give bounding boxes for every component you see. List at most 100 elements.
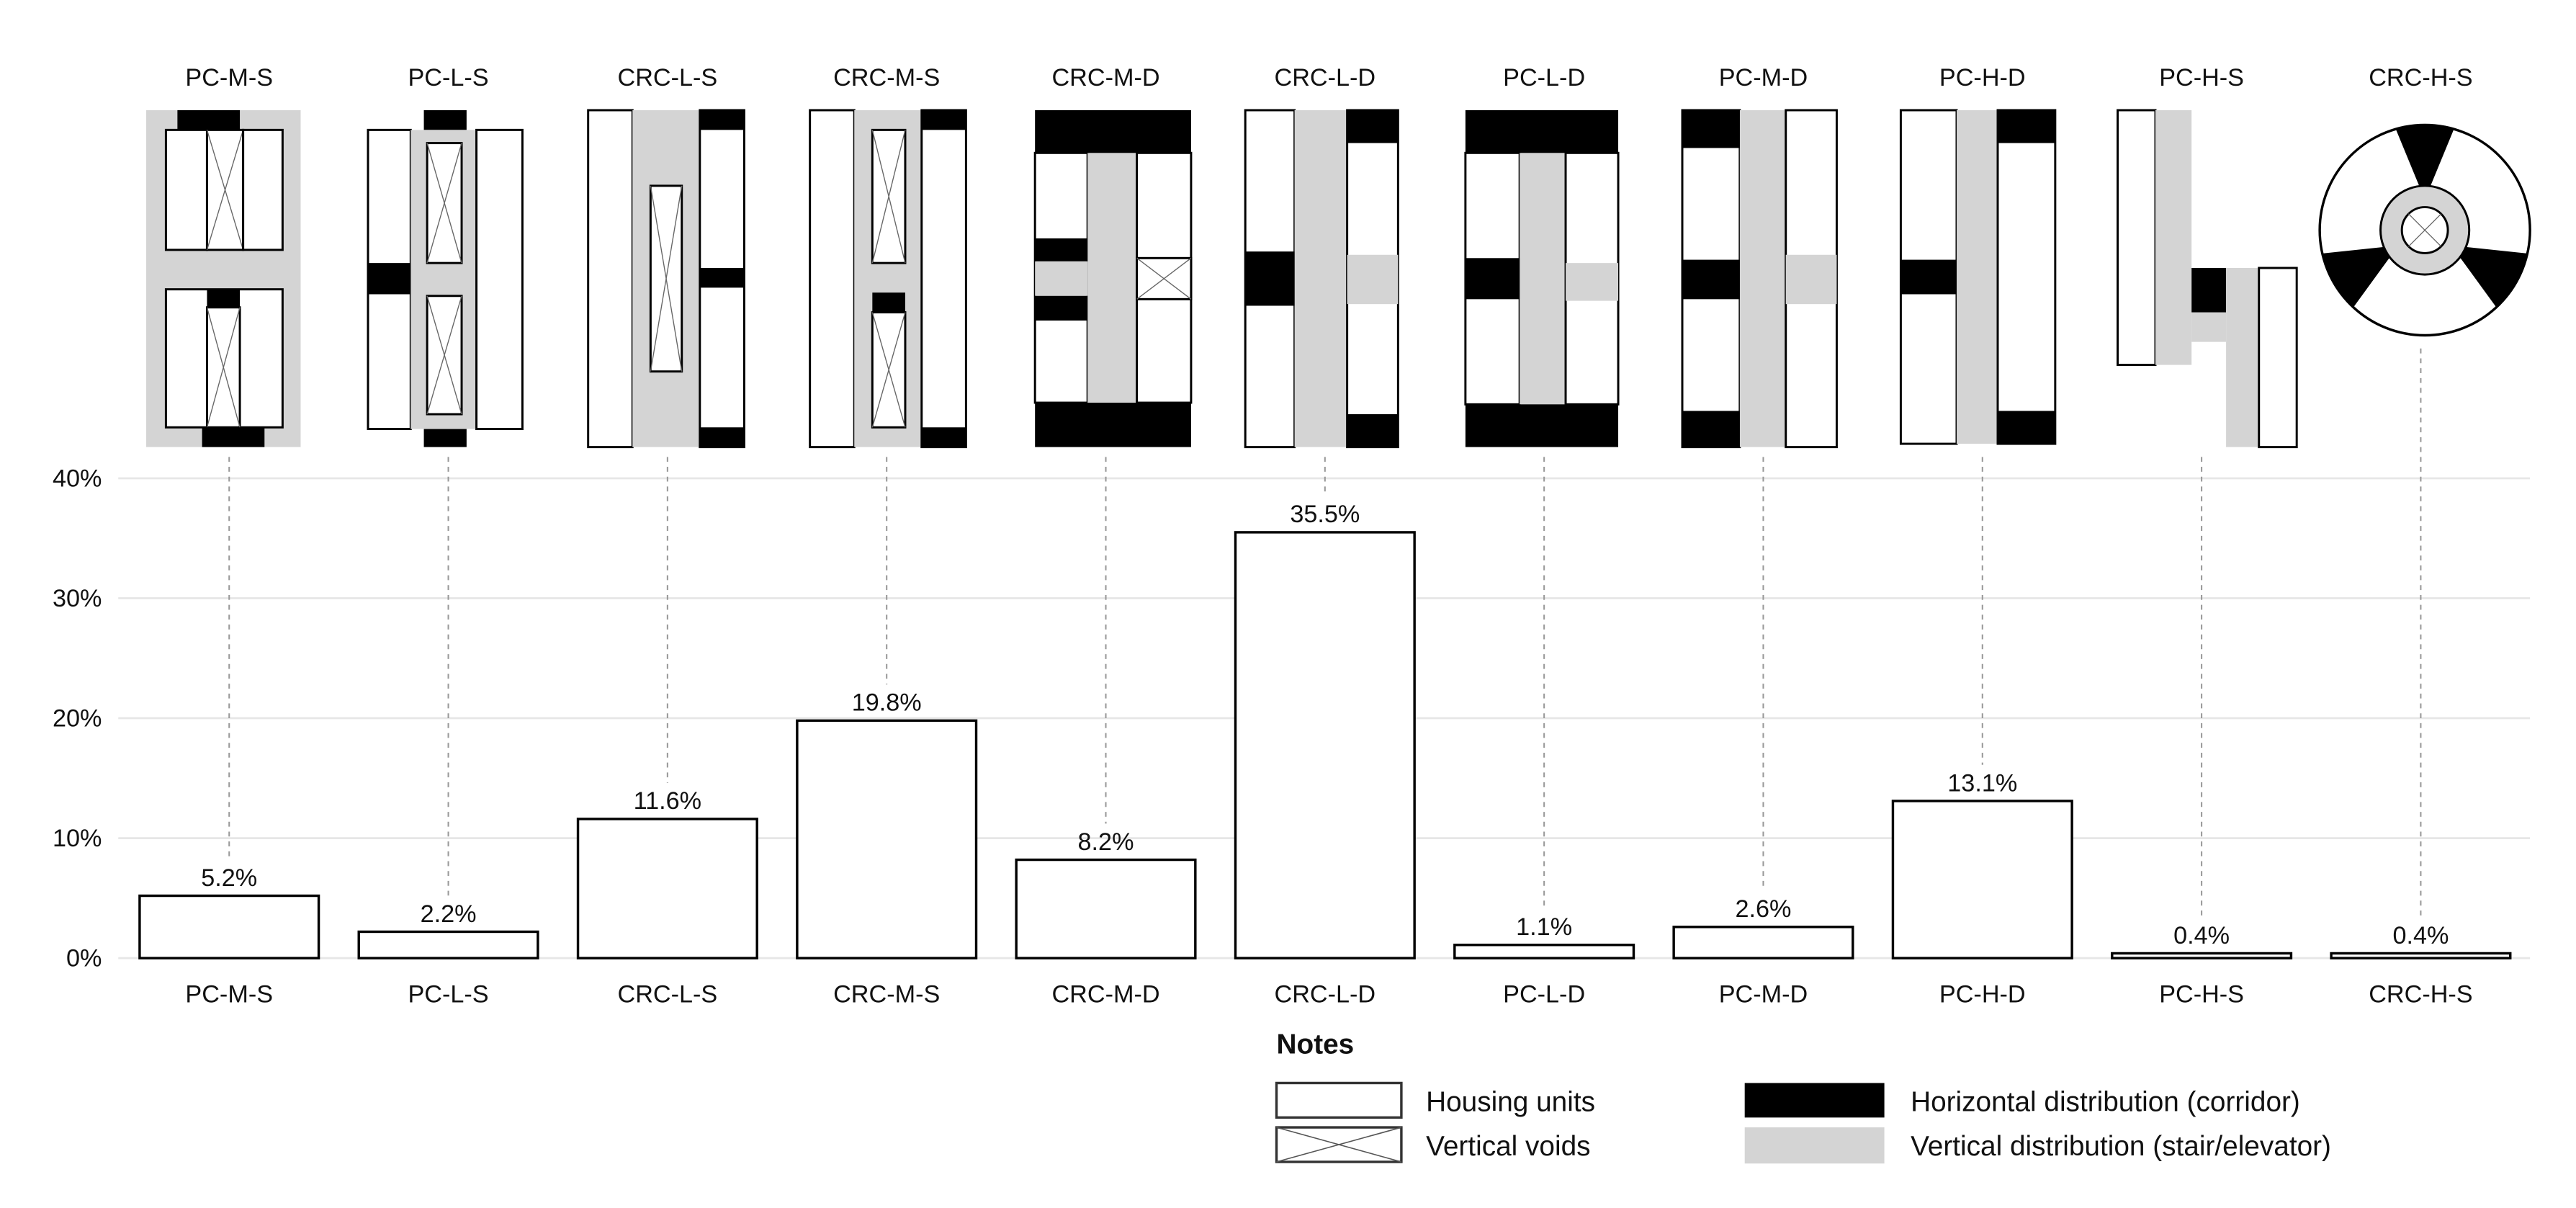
legend-title: Notes bbox=[1277, 1029, 1355, 1060]
corridor-cell bbox=[1245, 251, 1295, 306]
legend-label: Vertical distribution (stair/elevator) bbox=[1911, 1131, 2331, 1162]
plan-pc-h-s bbox=[2117, 109, 2298, 449]
x-tick-label: CRC-L-D bbox=[1275, 981, 1376, 1008]
x-tick-label: PC-M-D bbox=[1719, 981, 1808, 1008]
plan-title: CRC-H-S bbox=[2369, 64, 2472, 91]
bar-crc-l-d bbox=[1234, 531, 1416, 959]
stair-cell bbox=[1785, 254, 1837, 305]
stair-cell bbox=[1087, 153, 1137, 403]
corridor-cell bbox=[1035, 109, 1191, 153]
y-tick-label: 20% bbox=[53, 704, 102, 732]
x-tick-label: PC-M-S bbox=[185, 981, 273, 1008]
housing-cell bbox=[475, 128, 524, 431]
corridor-cell bbox=[699, 427, 745, 447]
stair-cell bbox=[1739, 109, 1786, 447]
stair-cell bbox=[1520, 153, 1566, 405]
corridor-cell bbox=[1035, 238, 1088, 261]
x-tick-label: CRC-M-S bbox=[833, 981, 940, 1008]
legend-item-stair: Vertical distribution (stair/elevator) bbox=[1744, 1127, 2331, 1164]
legend-item-void: Vertical voids bbox=[1275, 1126, 1591, 1163]
plan-title: CRC-M-D bbox=[1051, 64, 1159, 91]
corridor-cell bbox=[1465, 404, 1619, 447]
housing-cell bbox=[2258, 267, 2298, 449]
plan-pc-h-d bbox=[1899, 109, 2057, 445]
plan-pc-m-d bbox=[1681, 109, 1838, 449]
plan-pc-m-s bbox=[146, 109, 301, 447]
bar-pc-l-s bbox=[357, 930, 539, 959]
data-label: 11.6% bbox=[634, 787, 701, 815]
x-tick-label: PC-H-D bbox=[1939, 981, 2026, 1008]
corridor-cell bbox=[1682, 259, 1740, 300]
corridor-cell bbox=[872, 292, 905, 313]
bar-pc-l-d bbox=[1453, 944, 1635, 959]
bar-crc-m-s bbox=[796, 719, 978, 959]
x-tick-label: CRC-H-S bbox=[2369, 981, 2472, 1008]
stair-cell bbox=[2191, 312, 2227, 342]
x-tick-label: CRC-L-S bbox=[618, 981, 718, 1008]
plan-title: PC-H-S bbox=[2159, 64, 2244, 91]
corridor-cell bbox=[423, 429, 467, 447]
corridor-cell bbox=[699, 267, 745, 288]
plan-crc-l-s bbox=[587, 109, 745, 449]
data-label: 2.6% bbox=[1735, 895, 1791, 923]
corridor-wedge bbox=[2395, 125, 2454, 187]
x-tick-label: PC-H-S bbox=[2159, 981, 2244, 1008]
corridor-cell bbox=[1998, 109, 2055, 143]
plan-crc-h-s bbox=[2318, 123, 2531, 337]
corridor-cell bbox=[423, 109, 467, 130]
plan-title: PC-L-S bbox=[408, 64, 488, 91]
y-axis-ticks: 0% 10% 20% 30% 40% bbox=[53, 465, 102, 972]
corridor-cell bbox=[1035, 295, 1088, 321]
y-tick-label: 0% bbox=[66, 945, 102, 972]
legend-label: Vertical voids bbox=[1426, 1131, 1590, 1162]
y-tick-label: 30% bbox=[53, 585, 102, 612]
plan-title: CRC-M-S bbox=[833, 64, 940, 91]
plan-title: PC-M-S bbox=[185, 64, 273, 91]
corridor-cell bbox=[1682, 109, 1740, 148]
corridor-swatch bbox=[1744, 1083, 1885, 1118]
legend-item-housing: Housing units bbox=[1275, 1081, 1595, 1119]
plan-title: PC-M-D bbox=[1719, 64, 1808, 91]
data-label: 2.2% bbox=[421, 900, 477, 928]
legend-item-corridor: Horizontal distribution (corridor) bbox=[1744, 1083, 2300, 1118]
bar-pc-h-d bbox=[1891, 800, 2073, 959]
stair-cell bbox=[1347, 254, 1399, 305]
data-label: 0.4% bbox=[2173, 922, 2230, 949]
plan-title: CRC-L-D bbox=[1275, 64, 1376, 91]
plan-crc-l-d bbox=[1244, 109, 1399, 449]
legend-label: Horizontal distribution (corridor) bbox=[1911, 1086, 2300, 1117]
y-tick-label: 40% bbox=[53, 465, 102, 492]
corridor-cell bbox=[1465, 258, 1520, 300]
corridor-cell bbox=[207, 289, 241, 308]
corridor-cell bbox=[1347, 109, 1399, 143]
corridor-cell bbox=[1682, 411, 1740, 447]
corridor-cell bbox=[699, 109, 745, 130]
corridor-cell bbox=[1998, 411, 2055, 444]
plan-title: PC-L-D bbox=[1503, 64, 1585, 91]
housing-swatch bbox=[1275, 1081, 1403, 1119]
y-tick-label: 10% bbox=[53, 825, 102, 852]
corridor-wedge bbox=[2459, 246, 2528, 308]
corridor-wedge bbox=[2322, 246, 2390, 308]
corridor-cell bbox=[1900, 259, 1957, 295]
stair-swatch bbox=[1744, 1127, 1885, 1164]
bar-pc-h-s bbox=[2111, 952, 2293, 959]
housing-cell bbox=[920, 109, 967, 449]
plan-pc-l-s bbox=[367, 109, 524, 447]
data-label: 19.8% bbox=[852, 689, 922, 717]
plan-crc-m-s bbox=[809, 109, 967, 449]
legend: Notes Housing units Vertical voids Horiz… bbox=[1275, 1029, 2331, 1164]
housing-cell bbox=[587, 109, 634, 449]
plan-diagrams: PC-M-S PC-L-S CRC-L-S CRC-M-S CRC-M-D CRC-L-D… bbox=[146, 64, 2531, 449]
bar-pc-m-d bbox=[1672, 926, 1854, 959]
data-label: 8.2% bbox=[1078, 828, 1134, 856]
corridor-cell bbox=[177, 109, 241, 130]
stair-cell bbox=[2155, 109, 2192, 365]
data-label: 1.1% bbox=[1516, 913, 1572, 941]
housing-cell bbox=[1996, 109, 2057, 445]
legend-label: Housing units bbox=[1426, 1086, 1595, 1117]
housing-cell bbox=[809, 109, 856, 449]
corridor-cell bbox=[921, 109, 966, 130]
bars: 5.2% PC-M-S 2.2% PC-L-S 11.6% CRC-L-S 19.8% CRC… bbox=[138, 501, 2512, 1008]
